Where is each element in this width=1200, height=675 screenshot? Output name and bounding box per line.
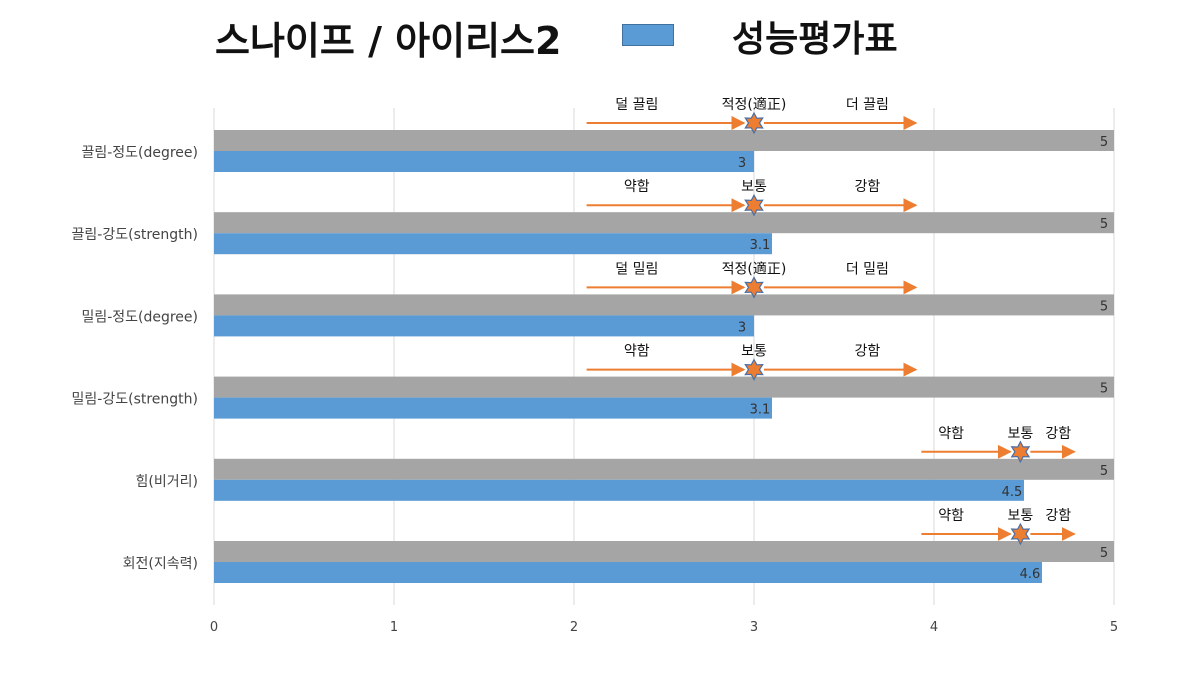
score-bar-value-label: 3 <box>738 156 746 171</box>
star-marker-icon <box>744 276 764 299</box>
max-bar-value-label: 5 <box>1100 546 1108 561</box>
score-bar-value-label: 3 <box>738 320 746 335</box>
score-bar-value-label: 4.5 <box>1002 485 1023 500</box>
score-bar <box>214 562 1042 583</box>
scale-right-label: 더 끌림 <box>846 97 889 113</box>
scale-right-label: 강함 <box>1045 426 1071 442</box>
max-bar <box>214 212 1114 234</box>
category-label: 끌림-정도(degree) <box>81 145 198 161</box>
chart-title: 스나이프 / 아이리스2 <box>215 19 562 63</box>
x-tick-label: 0 <box>210 620 218 635</box>
x-tick-label: 3 <box>750 620 758 635</box>
scale-left-label: 약함 <box>938 508 964 524</box>
star-marker-icon <box>1010 522 1031 546</box>
scale-center-label: 보통 <box>741 179 767 195</box>
score-bar <box>214 151 754 172</box>
score-bar-value-label: 4.6 <box>1020 567 1041 582</box>
scale-center-label: 보통 <box>1008 426 1034 442</box>
score-bar <box>214 397 772 419</box>
scale-center-label: 보통 <box>741 344 767 360</box>
scale-center-label: 보통 <box>1008 508 1034 524</box>
scale-right-label: 강함 <box>855 179 881 195</box>
score-bar <box>214 479 1024 501</box>
x-tick-label: 1 <box>390 620 398 635</box>
x-tick-label: 5 <box>1110 620 1118 635</box>
star-marker-icon <box>744 111 764 135</box>
max-bar-value-label: 5 <box>1100 382 1108 397</box>
scale-right-label: 강함 <box>855 344 881 360</box>
x-tick-label: 4 <box>930 620 938 635</box>
chart-header: 스나이프 / 아이리스2 성능평가표 <box>0 0 1200 80</box>
score-bar <box>214 233 772 255</box>
category-label: 회전(지속력) <box>123 556 198 572</box>
score-bar <box>214 315 754 337</box>
max-bar-value-label: 5 <box>1100 299 1108 314</box>
max-bar <box>214 458 1114 480</box>
star-marker-icon <box>744 193 764 217</box>
scale-center-label: 적정(適正) <box>722 260 787 277</box>
max-bar-value-label: 5 <box>1100 217 1108 232</box>
scale-left-label: 약함 <box>624 179 650 195</box>
score-bar-value-label: 3.1 <box>750 238 771 253</box>
category-label: 밀림-강도(strength) <box>72 392 198 408</box>
scale-left-label: 덜 밀림 <box>615 261 658 277</box>
scale-left-label: 약함 <box>938 426 964 442</box>
scale-left-label: 약함 <box>624 344 650 360</box>
scale-left-label: 덜 끌림 <box>615 97 658 113</box>
max-bar <box>214 376 1114 398</box>
x-tick-label: 2 <box>570 620 578 635</box>
max-bar <box>214 541 1114 562</box>
scale-center-label: 적정(適正) <box>722 96 787 113</box>
category-label: 밀림-정도(degree) <box>81 309 198 325</box>
max-bar-value-label: 5 <box>1100 135 1108 150</box>
max-bar-value-label: 5 <box>1100 464 1108 479</box>
category-label: 끌림-강도(strength) <box>72 227 198 243</box>
category-label: 힘(비거리) <box>136 474 198 490</box>
max-bar <box>214 130 1114 151</box>
star-marker-icon <box>1010 440 1031 464</box>
scale-right-label: 강함 <box>1045 508 1071 524</box>
scale-right-label: 더 밀림 <box>846 261 889 277</box>
star-marker-icon <box>744 358 764 381</box>
legend-label: 성능평가표 <box>732 19 898 60</box>
max-bar <box>214 294 1114 316</box>
score-bar-value-label: 3.1 <box>750 403 771 418</box>
legend-swatch <box>622 24 674 46</box>
